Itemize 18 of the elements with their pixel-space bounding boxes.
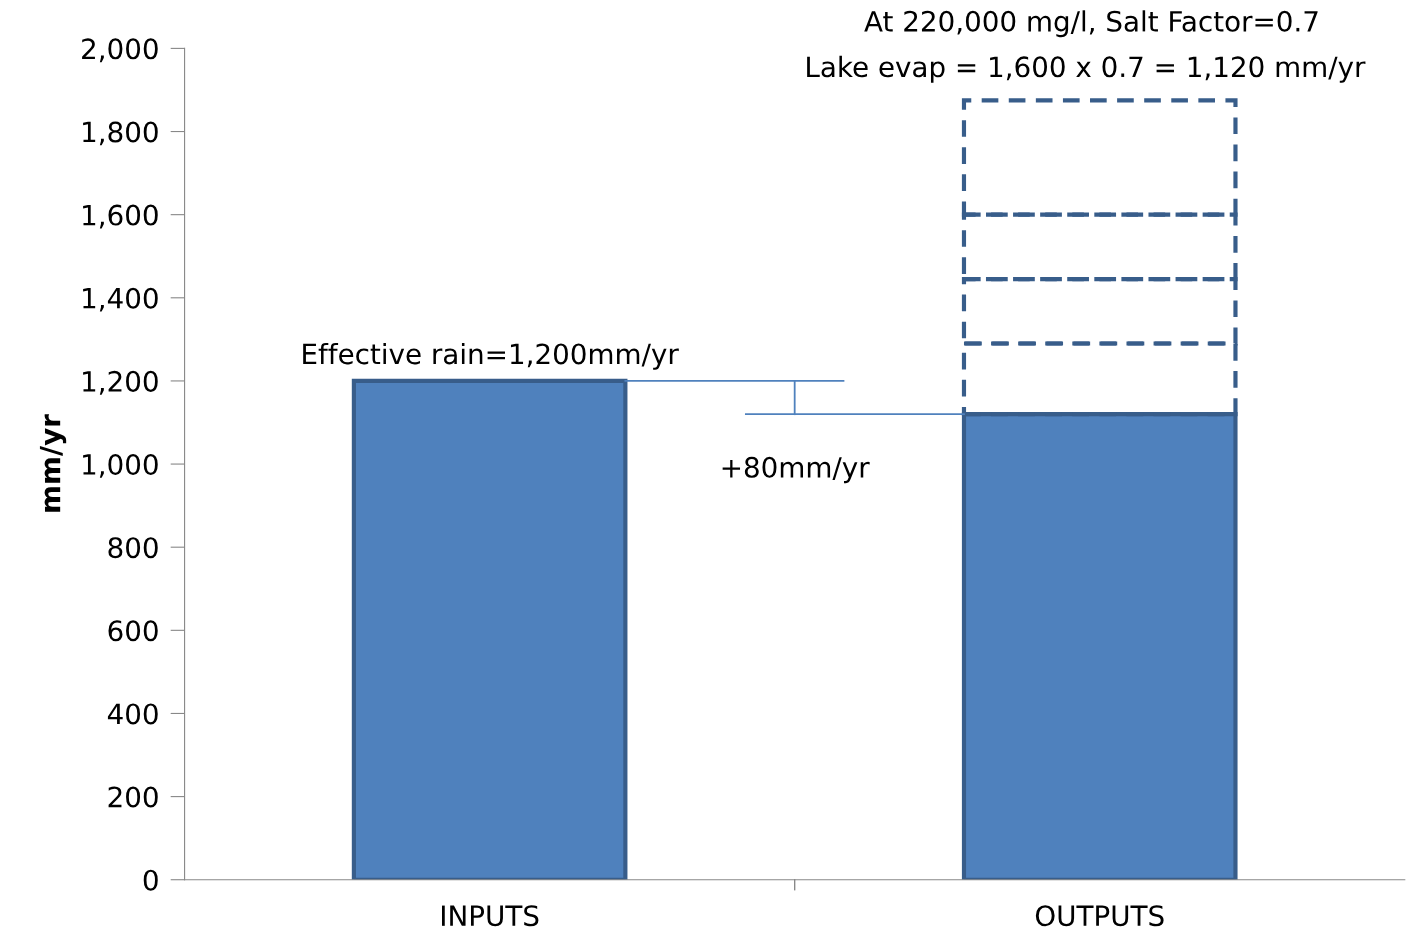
annotation: +80mm/yr: [722, 456, 870, 484]
chart-subtitle: Lake evap = 1,600 x 0.7 = 1,120 mm/yr: [807, 55, 1366, 83]
y-tick-label: 1,000: [83, 454, 158, 478]
y-axis-title: mm/yr: [39, 414, 67, 512]
y-tick-label: 1,800: [83, 121, 158, 146]
y-tick-label: 2,000: [82, 38, 158, 63]
annotation: Effective rain=1,200mm/yr: [303, 342, 679, 370]
chart-title: At 220,000 mg/l, Salt Factor=0.7: [864, 10, 1318, 38]
x-tick-label: OUTPUTS: [1035, 905, 1164, 927]
y-tick-label: 400: [107, 703, 158, 725]
y-tick-label: 1,200: [83, 370, 158, 395]
x-tick-label: INPUTS: [442, 905, 539, 927]
y-tick-label: 1,600: [83, 204, 158, 229]
y-tick-label: 800: [108, 537, 158, 559]
y-tick-label: 200: [108, 786, 158, 808]
y-tick-label: 0: [143, 869, 158, 891]
y-tick-label: 1,400: [83, 287, 158, 312]
y-tick-label: 600: [108, 620, 158, 642]
